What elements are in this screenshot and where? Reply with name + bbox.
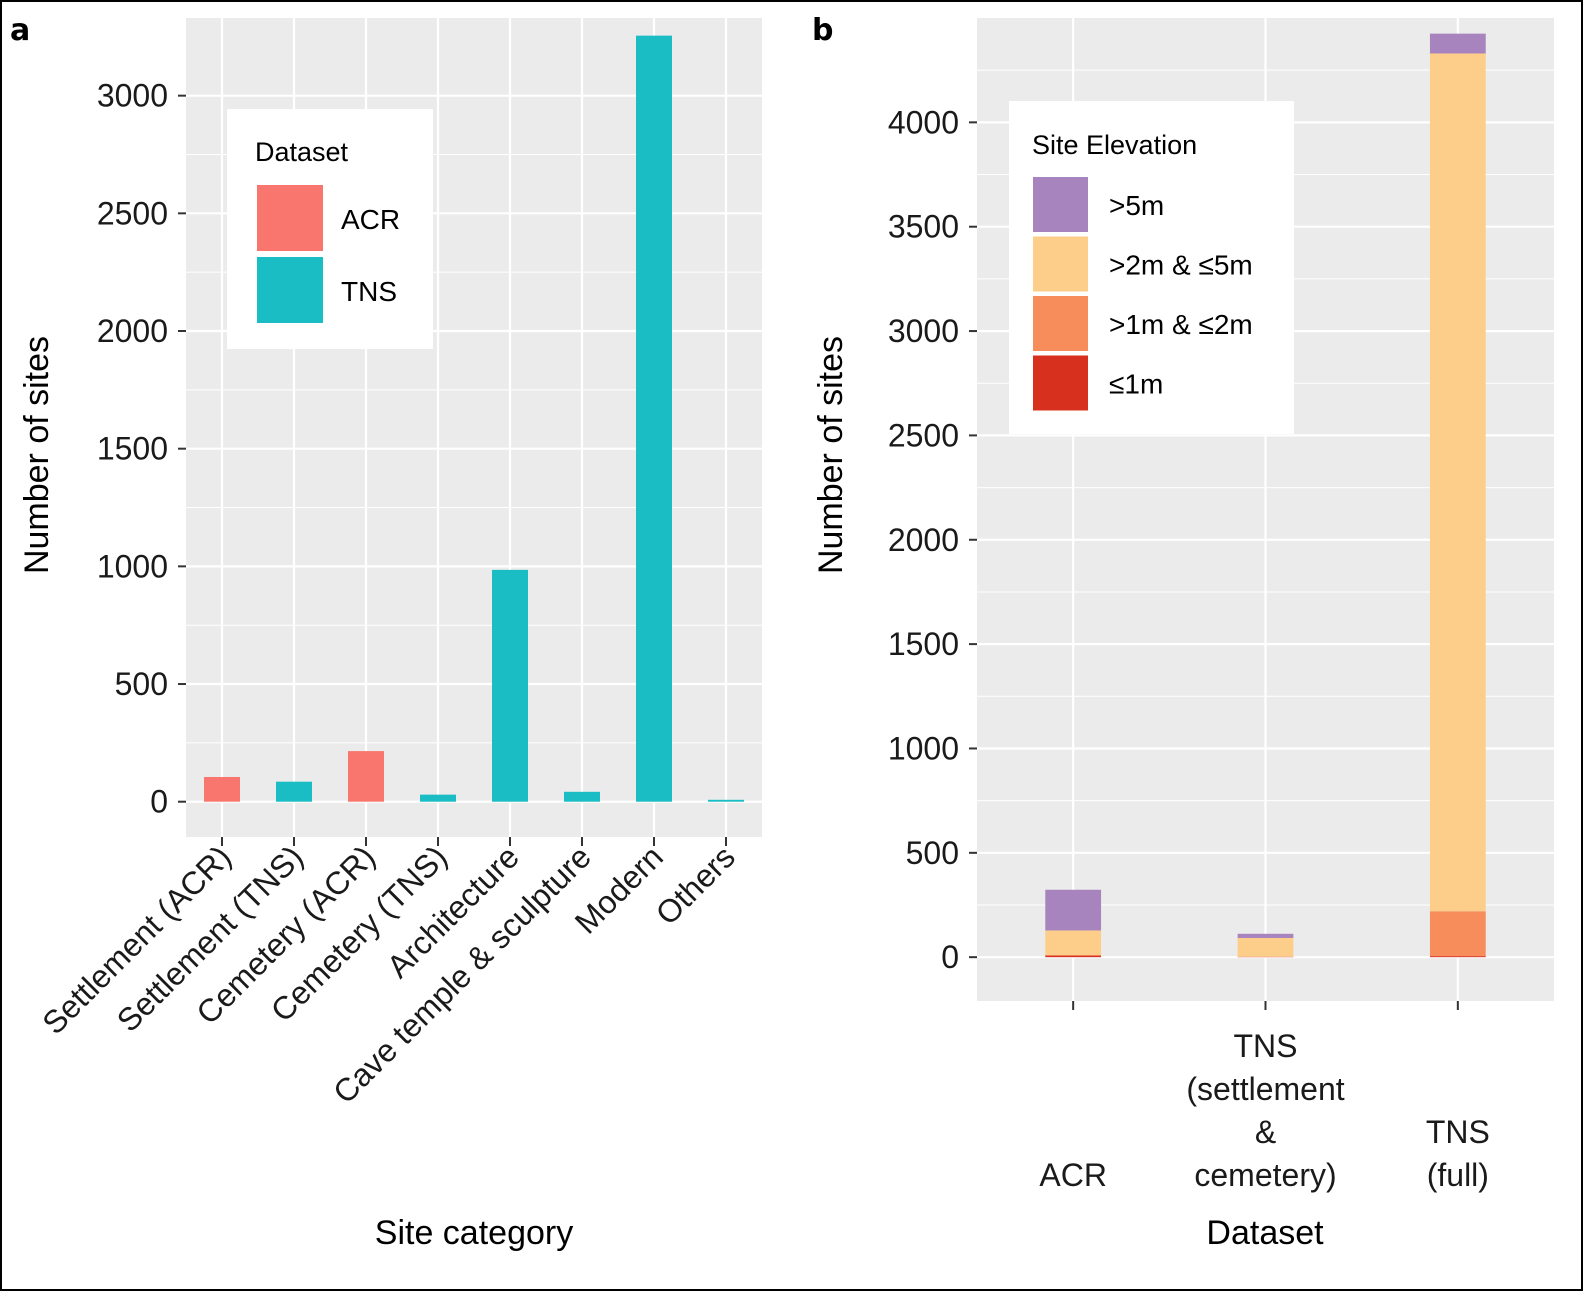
bar-cemetery-acr	[348, 751, 384, 802]
panel-b-x-tick-label-acr: ACR	[1039, 1157, 1107, 1193]
legend-label-tns: TNS	[341, 276, 397, 307]
panel-b-letter: b	[812, 13, 833, 48]
stack-tns_full-1m-2m	[1429, 911, 1486, 957]
panel-a-legend: Dataset ACR TNS	[227, 109, 433, 349]
panel-b-x-tick-label-tns_sc: &	[1255, 1114, 1276, 1150]
panel-b-y-tick-label: 3000	[888, 313, 959, 349]
panel-a-y-tick-label: 2500	[97, 195, 168, 231]
panel-a-letter: a	[10, 13, 30, 48]
legend-label-5m: >5m	[1109, 190, 1164, 221]
bar-cave-temple-sculpture	[564, 791, 600, 802]
legend-swatch-5m	[1033, 177, 1088, 232]
bar-architecture	[492, 569, 528, 802]
panel-a-x-axis-title: Site category	[375, 1214, 573, 1252]
panel-a-y-tick-label: 1500	[97, 431, 168, 467]
panel-a-x-tick-label: Others	[649, 838, 742, 931]
legend-label-2m-5m: >2m & ≤5m	[1109, 250, 1253, 281]
stack-acr-5m	[1045, 889, 1102, 931]
stack-tns_full-1m	[1429, 956, 1486, 958]
stack-acr-1m	[1045, 955, 1102, 958]
stack-tns_full-2m-5m	[1429, 53, 1486, 912]
bar-settlement-acr	[204, 776, 240, 802]
panel-b-legend: Site Elevation >5m >2m & ≤5m >1m & ≤2m ≤1m	[1009, 101, 1294, 434]
panel-b-y-tick-label: 4000	[888, 104, 959, 140]
bar-cemetery-tns	[420, 794, 456, 802]
bar-others	[708, 799, 744, 802]
legend-swatch-1m-2m	[1033, 296, 1088, 351]
legend-swatch-2m-5m	[1033, 236, 1088, 292]
stack-tns_sc-5m	[1237, 933, 1294, 938]
legend-swatch-acr	[257, 185, 323, 251]
stack-acr-2m-5m	[1045, 930, 1102, 956]
panel-b-x-tick-label-tns_sc: (settlement	[1186, 1071, 1344, 1107]
legend-swatch-tns	[257, 257, 323, 323]
legend-label-acr: ACR	[341, 204, 400, 235]
panel-b-y-tick-label: 1500	[888, 626, 959, 662]
panel-b-x-tick-label-tns_full: TNS	[1426, 1114, 1490, 1150]
panel-b-y-tick-label: 2500	[888, 417, 959, 453]
panel-a-y-axis-title: Number of sites	[18, 336, 56, 574]
panel-b-y-tick-label: 1000	[888, 730, 959, 766]
panel-b-x-tick-label-tns_sc: TNS	[1234, 1028, 1298, 1064]
panel-a-y-tick-label: 500	[115, 666, 168, 702]
panel-b-y-tick-label: 0	[941, 939, 959, 975]
panel-a-y-tick-label: 3000	[97, 78, 168, 114]
legend-label-1m: ≤1m	[1109, 369, 1163, 400]
panel-b-chart: 0 500 1000 1500 2000 2500 3000 3500 4000 ACR TNS (s…	[812, 18, 1554, 1252]
panel-b-y-tick-label: 3500	[888, 209, 959, 245]
panel-b-x-tick-label-tns_sc: cemetery)	[1194, 1157, 1336, 1193]
legend-label-1m-2m: >1m & ≤2m	[1109, 309, 1253, 340]
panel-a-legend-title: Dataset	[255, 137, 349, 167]
panel-b-y-tick-label: 2000	[888, 522, 959, 558]
panel-a-y-tick-label: 0	[150, 784, 168, 820]
stack-tns_sc-2m-5m	[1237, 937, 1294, 957]
panel-b-y-tick-label: 500	[906, 835, 959, 871]
panel-b-x-axis-title: Dataset	[1206, 1214, 1324, 1252]
panel-a-y-tick-label: 2000	[97, 313, 168, 349]
panel-b-y-axis-title: Number of sites	[812, 336, 850, 574]
panel-b-x-tick-label-tns_full: (full)	[1427, 1157, 1489, 1193]
bar-settlement-tns	[276, 781, 312, 802]
panel-a-y-tick-label: 1000	[97, 548, 168, 584]
panel-b-legend-title: Site Elevation	[1032, 130, 1197, 160]
legend-swatch-1m	[1033, 355, 1088, 411]
stack-tns_full-5m	[1429, 33, 1486, 54]
bar-modern	[636, 35, 672, 802]
